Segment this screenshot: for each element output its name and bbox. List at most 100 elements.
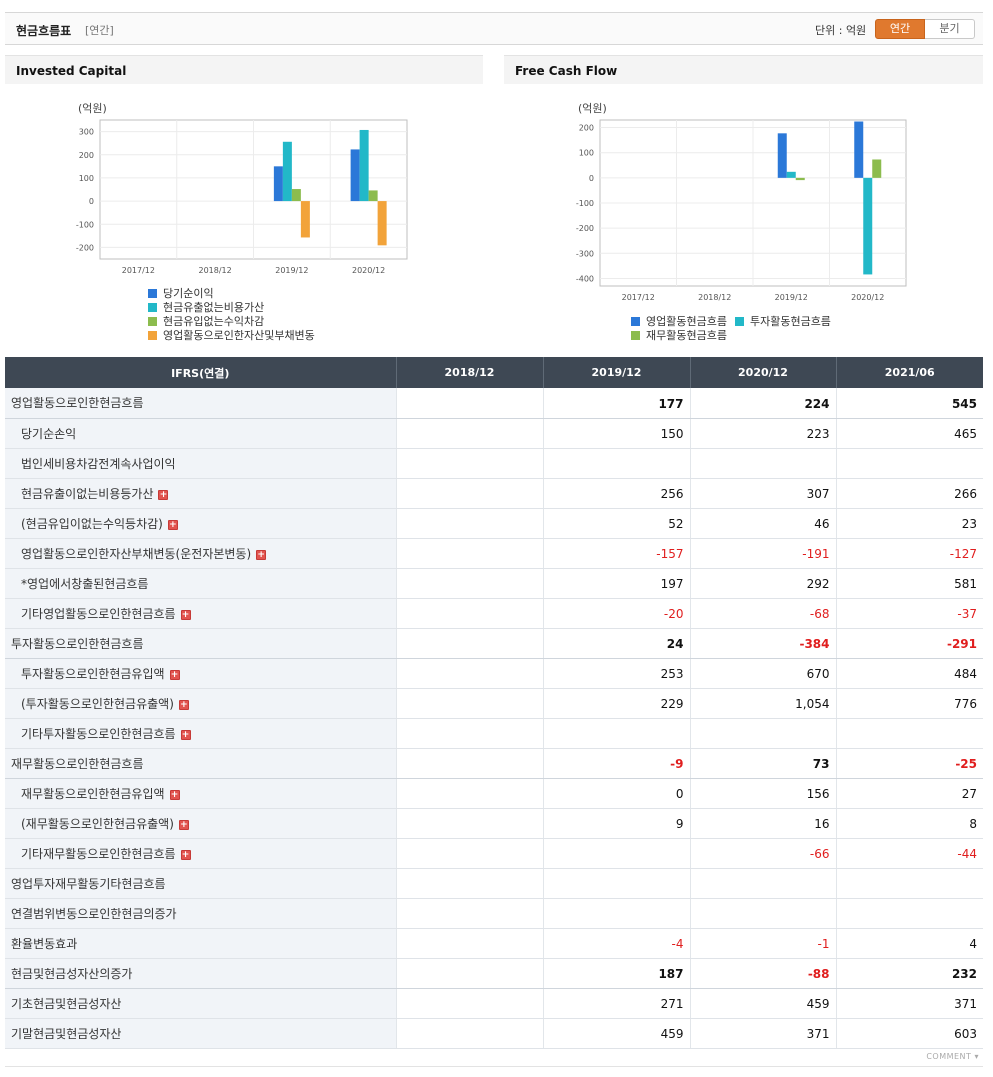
value-cell: -191 [690, 538, 837, 569]
row-label-cell: 영업활동으로인한현금흐름 [5, 388, 397, 419]
table-row: 환율변동효과 -4 -1 4 [5, 928, 983, 959]
row-label-cell[interactable]: 기타투자활동으로인한현금흐름 + [5, 718, 397, 749]
expand-plus-icon[interactable]: + [178, 699, 189, 710]
value-cell [396, 388, 544, 419]
table-row: 법인세비용차감전계속사업이익 [5, 448, 983, 479]
row-label-cell: 영업투자재무활동기타현금흐름 [5, 868, 397, 899]
expand-plus-icon[interactable]: + [180, 729, 191, 740]
y-tick-label: 0 [89, 197, 94, 206]
value-cell: 23 [836, 508, 983, 539]
bar-현금유입없는수익차감 [291, 189, 301, 202]
comment-toggle[interactable]: COMMENT ▾ [926, 1052, 979, 1061]
value-cell [396, 478, 544, 509]
row-label: 투자활동으로인한현금유입액 [21, 666, 165, 681]
value-cell [836, 448, 983, 479]
table-row: *영업에서창출된현금흐름 197 292 581 [5, 568, 983, 599]
cashflow-header: 현금흐름표 [연간] 단위 : 억원 연간 분기 [5, 12, 983, 45]
legend-label: 영업활동으로인한자산및부채변동 [163, 329, 315, 342]
row-label-cell: 연결범위변동으로인한현금의증가 [5, 898, 397, 929]
value-cell: -37 [836, 598, 983, 629]
legend-swatch [631, 316, 640, 326]
value-cell [836, 868, 983, 899]
legend-item: 영업활동으로인한자산및부채변동 [148, 328, 315, 342]
row-label-cell[interactable]: 기타재무활동으로인한현금흐름 + [5, 838, 397, 869]
value-cell [836, 898, 983, 929]
row-label: 영업활동으로인한자산부채변동(운전자본변동) [21, 546, 252, 561]
table-row: 현금유출이없는비용등가산 +256 307 266 [5, 478, 983, 509]
annual-toggle-button[interactable]: 연간 [875, 19, 925, 39]
expand-plus-icon[interactable]: + [180, 849, 191, 860]
value-cell [690, 718, 837, 749]
value-cell: 465 [836, 418, 983, 449]
value-cell: 177 [543, 388, 691, 419]
value-cell: -127 [836, 538, 983, 569]
expand-plus-icon[interactable]: + [158, 489, 169, 500]
table-row: 기초현금및현금성자산 271 459 371 [5, 988, 983, 1019]
legend-swatch [148, 330, 157, 340]
value-cell [543, 868, 691, 899]
legend-swatch [734, 316, 744, 326]
row-label-cell[interactable]: (재무활동으로인한현금유출액) + [5, 808, 397, 839]
value-cell: 271 [543, 988, 691, 1019]
legend-item: 투자활동현금흐름 [734, 314, 831, 328]
row-label-cell: 재무활동으로인한현금흐름 [5, 748, 397, 779]
row-label-cell[interactable]: (투자활동으로인한현금유출액) + [5, 688, 397, 719]
row-label: 기타재무활동으로인한현금흐름 [21, 846, 176, 861]
value-cell [396, 928, 544, 959]
row-label-cell[interactable]: 현금유출이없는비용등가산 + [5, 478, 397, 509]
table-row: (재무활동으로인한현금유출액) +9 16 8 [5, 808, 983, 839]
bar-재무활동현금흐름 [872, 159, 882, 178]
legend-item: 당기순이익 [148, 286, 315, 300]
expand-plus-icon[interactable]: + [180, 609, 191, 620]
value-cell: 73 [690, 748, 837, 779]
invested-capital-panel-header: Invested Capital [5, 55, 483, 84]
row-label-cell[interactable]: 투자활동으로인한현금유입액 + [5, 658, 397, 689]
value-cell [396, 658, 544, 689]
quarter-toggle-button[interactable]: 분기 [925, 19, 975, 39]
row-label: 환율변동효과 [11, 936, 78, 951]
cashflow-table: IFRS(연결) 2018/12 2019/12 2020/12 2021/06… [5, 357, 983, 1049]
value-cell: -157 [543, 538, 691, 569]
value-cell: 256 [543, 478, 691, 509]
legend-label: 투자활동현금흐름 [749, 315, 831, 328]
value-cell [396, 598, 544, 629]
value-cell: 0 [543, 778, 691, 809]
value-cell: 371 [690, 1018, 837, 1049]
chart-unit-label: (억원) [578, 102, 607, 115]
value-cell: 1,054 [690, 688, 837, 719]
expand-plus-icon[interactable]: + [167, 519, 178, 530]
y-tick-label: -100 [76, 220, 94, 229]
x-tick-label: 2020/12 [851, 293, 884, 302]
value-cell [396, 958, 544, 989]
row-label-cell[interactable]: (현금유입이없는수익등차감) + [5, 508, 397, 539]
row-label: 법인세비용차감전계속사업이익 [21, 456, 176, 471]
value-cell: 8 [836, 808, 983, 839]
value-cell [396, 898, 544, 929]
legend-label: 영업활동현금흐름 [646, 315, 727, 328]
legend-label: 현금유출없는비용가산 [163, 301, 265, 314]
value-cell: -66 [690, 838, 837, 869]
y-tick-label: -200 [76, 243, 94, 252]
row-label-cell[interactable]: 재무활동으로인한현금유입액 + [5, 778, 397, 809]
row-label-cell[interactable]: 기타영업활동으로인한현금흐름 + [5, 598, 397, 629]
expand-plus-icon[interactable]: + [169, 789, 180, 800]
chart-unit-label: (억원) [78, 102, 107, 115]
expand-plus-icon[interactable]: + [169, 669, 180, 680]
table-row: (현금유입이없는수익등차감) +52 46 23 [5, 508, 983, 539]
row-label: 당기순손익 [21, 426, 77, 441]
expand-plus-icon[interactable]: + [256, 549, 267, 560]
legend-label: 당기순이익 [163, 287, 214, 300]
bottom-divider [5, 1066, 983, 1067]
invested-capital-chart: (억원) 300 200 100 0 -100 -200 2017/12 2018/12 2019… [76, 102, 408, 275]
row-label-cell[interactable]: 영업활동으로인한자산부채변동(운전자본변동) + [5, 538, 397, 569]
value-cell: 27 [836, 778, 983, 809]
value-cell: -44 [836, 838, 983, 869]
value-cell [396, 418, 544, 449]
row-label-cell: 기말현금및현금성자산 [5, 1018, 397, 1049]
value-cell: 253 [543, 658, 691, 689]
table-row: 재무활동으로인한현금흐름 -9 73 -25 [5, 748, 983, 779]
header-ifrs: IFRS(연결) [5, 357, 397, 388]
y-tick-label: 100 [579, 149, 594, 158]
value-cell: 292 [690, 568, 837, 599]
expand-plus-icon[interactable]: + [178, 819, 189, 830]
